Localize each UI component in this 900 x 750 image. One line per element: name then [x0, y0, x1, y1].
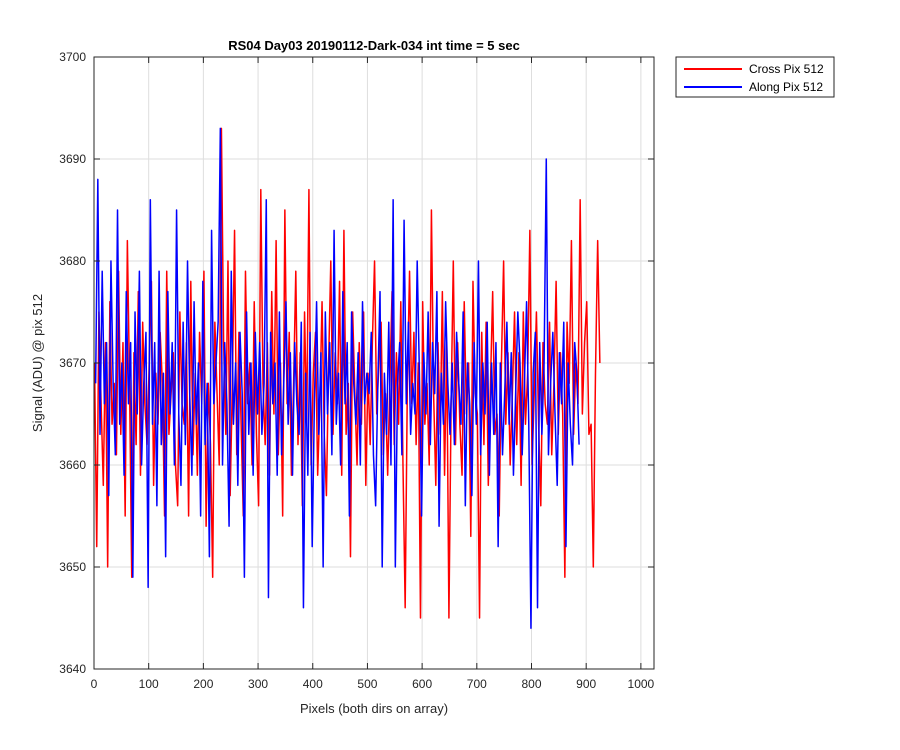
- x-tick-label: 1000: [628, 677, 655, 691]
- y-tick-label: 3650: [59, 560, 86, 574]
- series-line-along-pix-512: [94, 127, 580, 629]
- y-tick-label: 3640: [59, 662, 86, 676]
- x-tick-label: 900: [576, 677, 596, 691]
- x-tick-label: 100: [139, 677, 159, 691]
- y-axis-label: Signal (ADU) @ pix 512: [30, 294, 45, 432]
- y-tick-label: 3670: [59, 356, 86, 370]
- x-tick-label: 600: [412, 677, 432, 691]
- legend: Cross Pix 512 Along Pix 512: [675, 56, 835, 98]
- x-tick-label: 300: [248, 677, 268, 691]
- legend-label-cross: Cross Pix 512: [749, 62, 824, 76]
- y-tick-label: 3660: [59, 458, 86, 472]
- legend-box: [675, 56, 835, 98]
- y-tick-label: 3700: [59, 50, 86, 64]
- x-tick-label: 0: [91, 677, 98, 691]
- x-tick-label: 400: [303, 677, 323, 691]
- x-axis-label: Pixels (both dirs on array): [300, 701, 448, 716]
- x-tick-label: 800: [521, 677, 541, 691]
- x-tick-label: 700: [467, 677, 487, 691]
- x-tick-label: 200: [193, 677, 213, 691]
- axis-ticks: 0 100 200 300 400 500 600 700 800 900 1000 3640 3650…: [59, 50, 654, 691]
- x-tick-label: 500: [357, 677, 377, 691]
- y-tick-label: 3680: [59, 254, 86, 268]
- chart-title: RS04 Day03 20190112-Dark-034 int time = …: [228, 38, 520, 53]
- y-tick-label: 3690: [59, 152, 86, 166]
- legend-label-along: Along Pix 512: [749, 80, 823, 94]
- series-layer: [93, 127, 601, 629]
